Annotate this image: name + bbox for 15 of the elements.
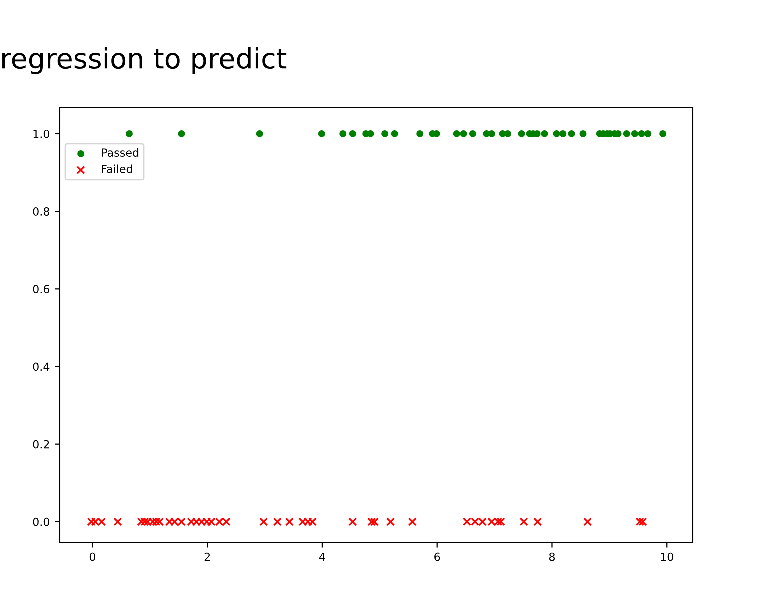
x-tick-label: 6 xyxy=(434,552,440,562)
x-tick-label: 2 xyxy=(204,552,210,562)
y-tick-label: 0.2 xyxy=(33,440,50,449)
x-tick-label: 8 xyxy=(549,552,556,562)
y-tick-label: 0.4 xyxy=(33,362,50,372)
x-tick-label: 0 xyxy=(90,552,96,562)
y-tick-label: 0.6 xyxy=(33,285,50,294)
x-tick-label: 10 xyxy=(661,552,674,562)
y-tick-label: 0.8 xyxy=(33,208,50,216)
legend-label: Passed xyxy=(102,148,139,158)
x-tick-label: 4 xyxy=(319,552,326,562)
y-tick-label: 1.0 xyxy=(34,130,50,138)
chart-title: regression to predict xyxy=(2,48,287,74)
y-tick-label: 0.0 xyxy=(33,518,50,526)
legend-label: Failed xyxy=(102,164,132,174)
